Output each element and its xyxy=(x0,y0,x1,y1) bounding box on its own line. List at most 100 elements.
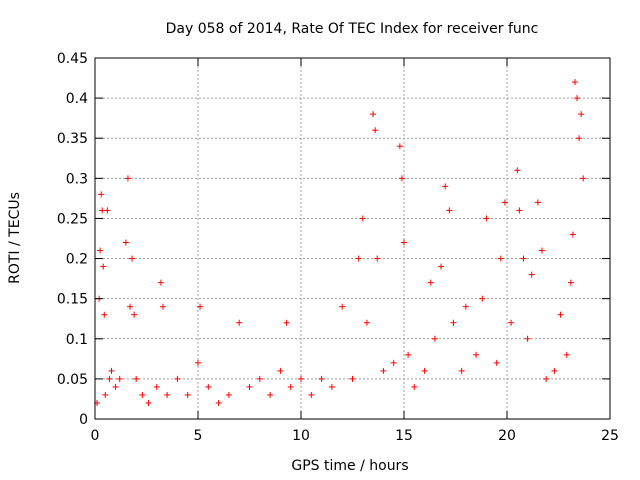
x-tick-label: 15 xyxy=(395,428,413,444)
data-point xyxy=(525,336,531,342)
data-point xyxy=(329,384,335,390)
data-point xyxy=(288,384,294,390)
data-point xyxy=(397,143,403,149)
data-point xyxy=(551,368,557,374)
data-point xyxy=(391,360,397,366)
data-point xyxy=(438,264,444,270)
data-point xyxy=(576,135,582,141)
data-point xyxy=(247,384,253,390)
data-point xyxy=(101,312,107,318)
data-point xyxy=(543,376,549,382)
data-point xyxy=(267,392,273,398)
y-tick-label: 0.3 xyxy=(66,171,88,187)
data-point xyxy=(133,376,139,382)
data-point xyxy=(494,360,500,366)
data-point xyxy=(226,392,232,398)
data-point xyxy=(411,384,417,390)
data-point xyxy=(370,111,376,117)
data-point xyxy=(319,376,325,382)
data-point xyxy=(117,376,123,382)
x-tick-label: 0 xyxy=(91,428,100,444)
x-tick-label: 5 xyxy=(194,428,203,444)
data-point xyxy=(197,304,203,310)
data-point xyxy=(364,320,370,326)
data-point xyxy=(422,368,428,374)
data-point xyxy=(564,352,570,358)
data-point xyxy=(428,280,434,286)
data-point xyxy=(350,376,356,382)
data-point xyxy=(459,368,465,374)
x-tick-label: 10 xyxy=(292,428,310,444)
data-point xyxy=(374,256,380,262)
data-point xyxy=(442,183,448,189)
y-tick-label: 0.4 xyxy=(66,91,88,107)
y-axis-ticks: 0 0.05 0.1 0.15 0.2 0.25 0.3 0.35 0.4 0.45 xyxy=(57,51,610,428)
data-point xyxy=(106,376,112,382)
data-point xyxy=(574,95,580,101)
y-tick-label: 0.1 xyxy=(66,332,88,348)
y-tick-label: 0.45 xyxy=(57,51,88,67)
chart-title: Day 058 of 2014, Rate Of TEC Index for r… xyxy=(166,21,539,37)
x-axis-label: GPS time / hours xyxy=(291,458,408,474)
data-point xyxy=(483,215,489,221)
y-tick-label: 0.15 xyxy=(57,292,88,308)
grid-lines xyxy=(95,58,610,419)
data-point xyxy=(360,215,366,221)
data-point xyxy=(558,312,564,318)
data-point xyxy=(529,272,535,278)
data-point xyxy=(123,240,129,246)
y-tick-label: 0.35 xyxy=(57,131,88,147)
data-point xyxy=(131,312,137,318)
data-point xyxy=(277,368,283,374)
data-point xyxy=(100,264,106,270)
data-point xyxy=(570,231,576,237)
data-point xyxy=(539,248,545,254)
data-point xyxy=(450,320,456,326)
data-point xyxy=(216,400,222,406)
data-point xyxy=(129,256,135,262)
y-tick-label: 0.2 xyxy=(66,252,88,268)
data-point xyxy=(102,392,108,398)
data-point xyxy=(185,392,191,398)
data-point xyxy=(372,127,378,133)
data-point xyxy=(520,256,526,262)
y-tick-label: 0 xyxy=(79,412,88,428)
data-point xyxy=(508,320,514,326)
data-point xyxy=(405,352,411,358)
data-point xyxy=(160,304,166,310)
data-point xyxy=(125,175,131,181)
data-point xyxy=(568,280,574,286)
data-point xyxy=(473,352,479,358)
y-tick-label: 0.05 xyxy=(57,372,88,388)
data-point xyxy=(205,384,211,390)
data-point xyxy=(401,240,407,246)
data-point xyxy=(514,167,520,173)
data-point xyxy=(516,207,522,213)
data-point xyxy=(104,207,110,213)
data-point xyxy=(498,256,504,262)
y-axis-label: ROTI / TECUs xyxy=(7,192,23,284)
data-point xyxy=(146,400,152,406)
data-point xyxy=(195,360,201,366)
x-tick-label: 20 xyxy=(498,428,516,444)
data-point xyxy=(113,384,119,390)
data-point xyxy=(399,175,405,181)
data-point xyxy=(432,336,438,342)
data-point xyxy=(257,376,263,382)
y-tick-label: 0.25 xyxy=(57,211,88,227)
x-tick-label: 25 xyxy=(601,428,619,444)
data-point xyxy=(158,280,164,286)
data-point xyxy=(284,320,290,326)
data-point xyxy=(174,376,180,382)
data-point xyxy=(578,111,584,117)
data-point xyxy=(236,320,242,326)
plot-frame xyxy=(95,58,610,419)
data-point xyxy=(298,376,304,382)
data-point xyxy=(572,79,578,85)
roti-chart: 0 0.05 0.1 0.15 0.2 0.25 0.3 0.35 0.4 0.45 0 5 10 15… xyxy=(0,0,640,480)
data-point xyxy=(127,304,133,310)
data-point xyxy=(380,368,386,374)
data-point xyxy=(446,207,452,213)
data-point xyxy=(97,248,103,254)
data-point xyxy=(139,392,145,398)
